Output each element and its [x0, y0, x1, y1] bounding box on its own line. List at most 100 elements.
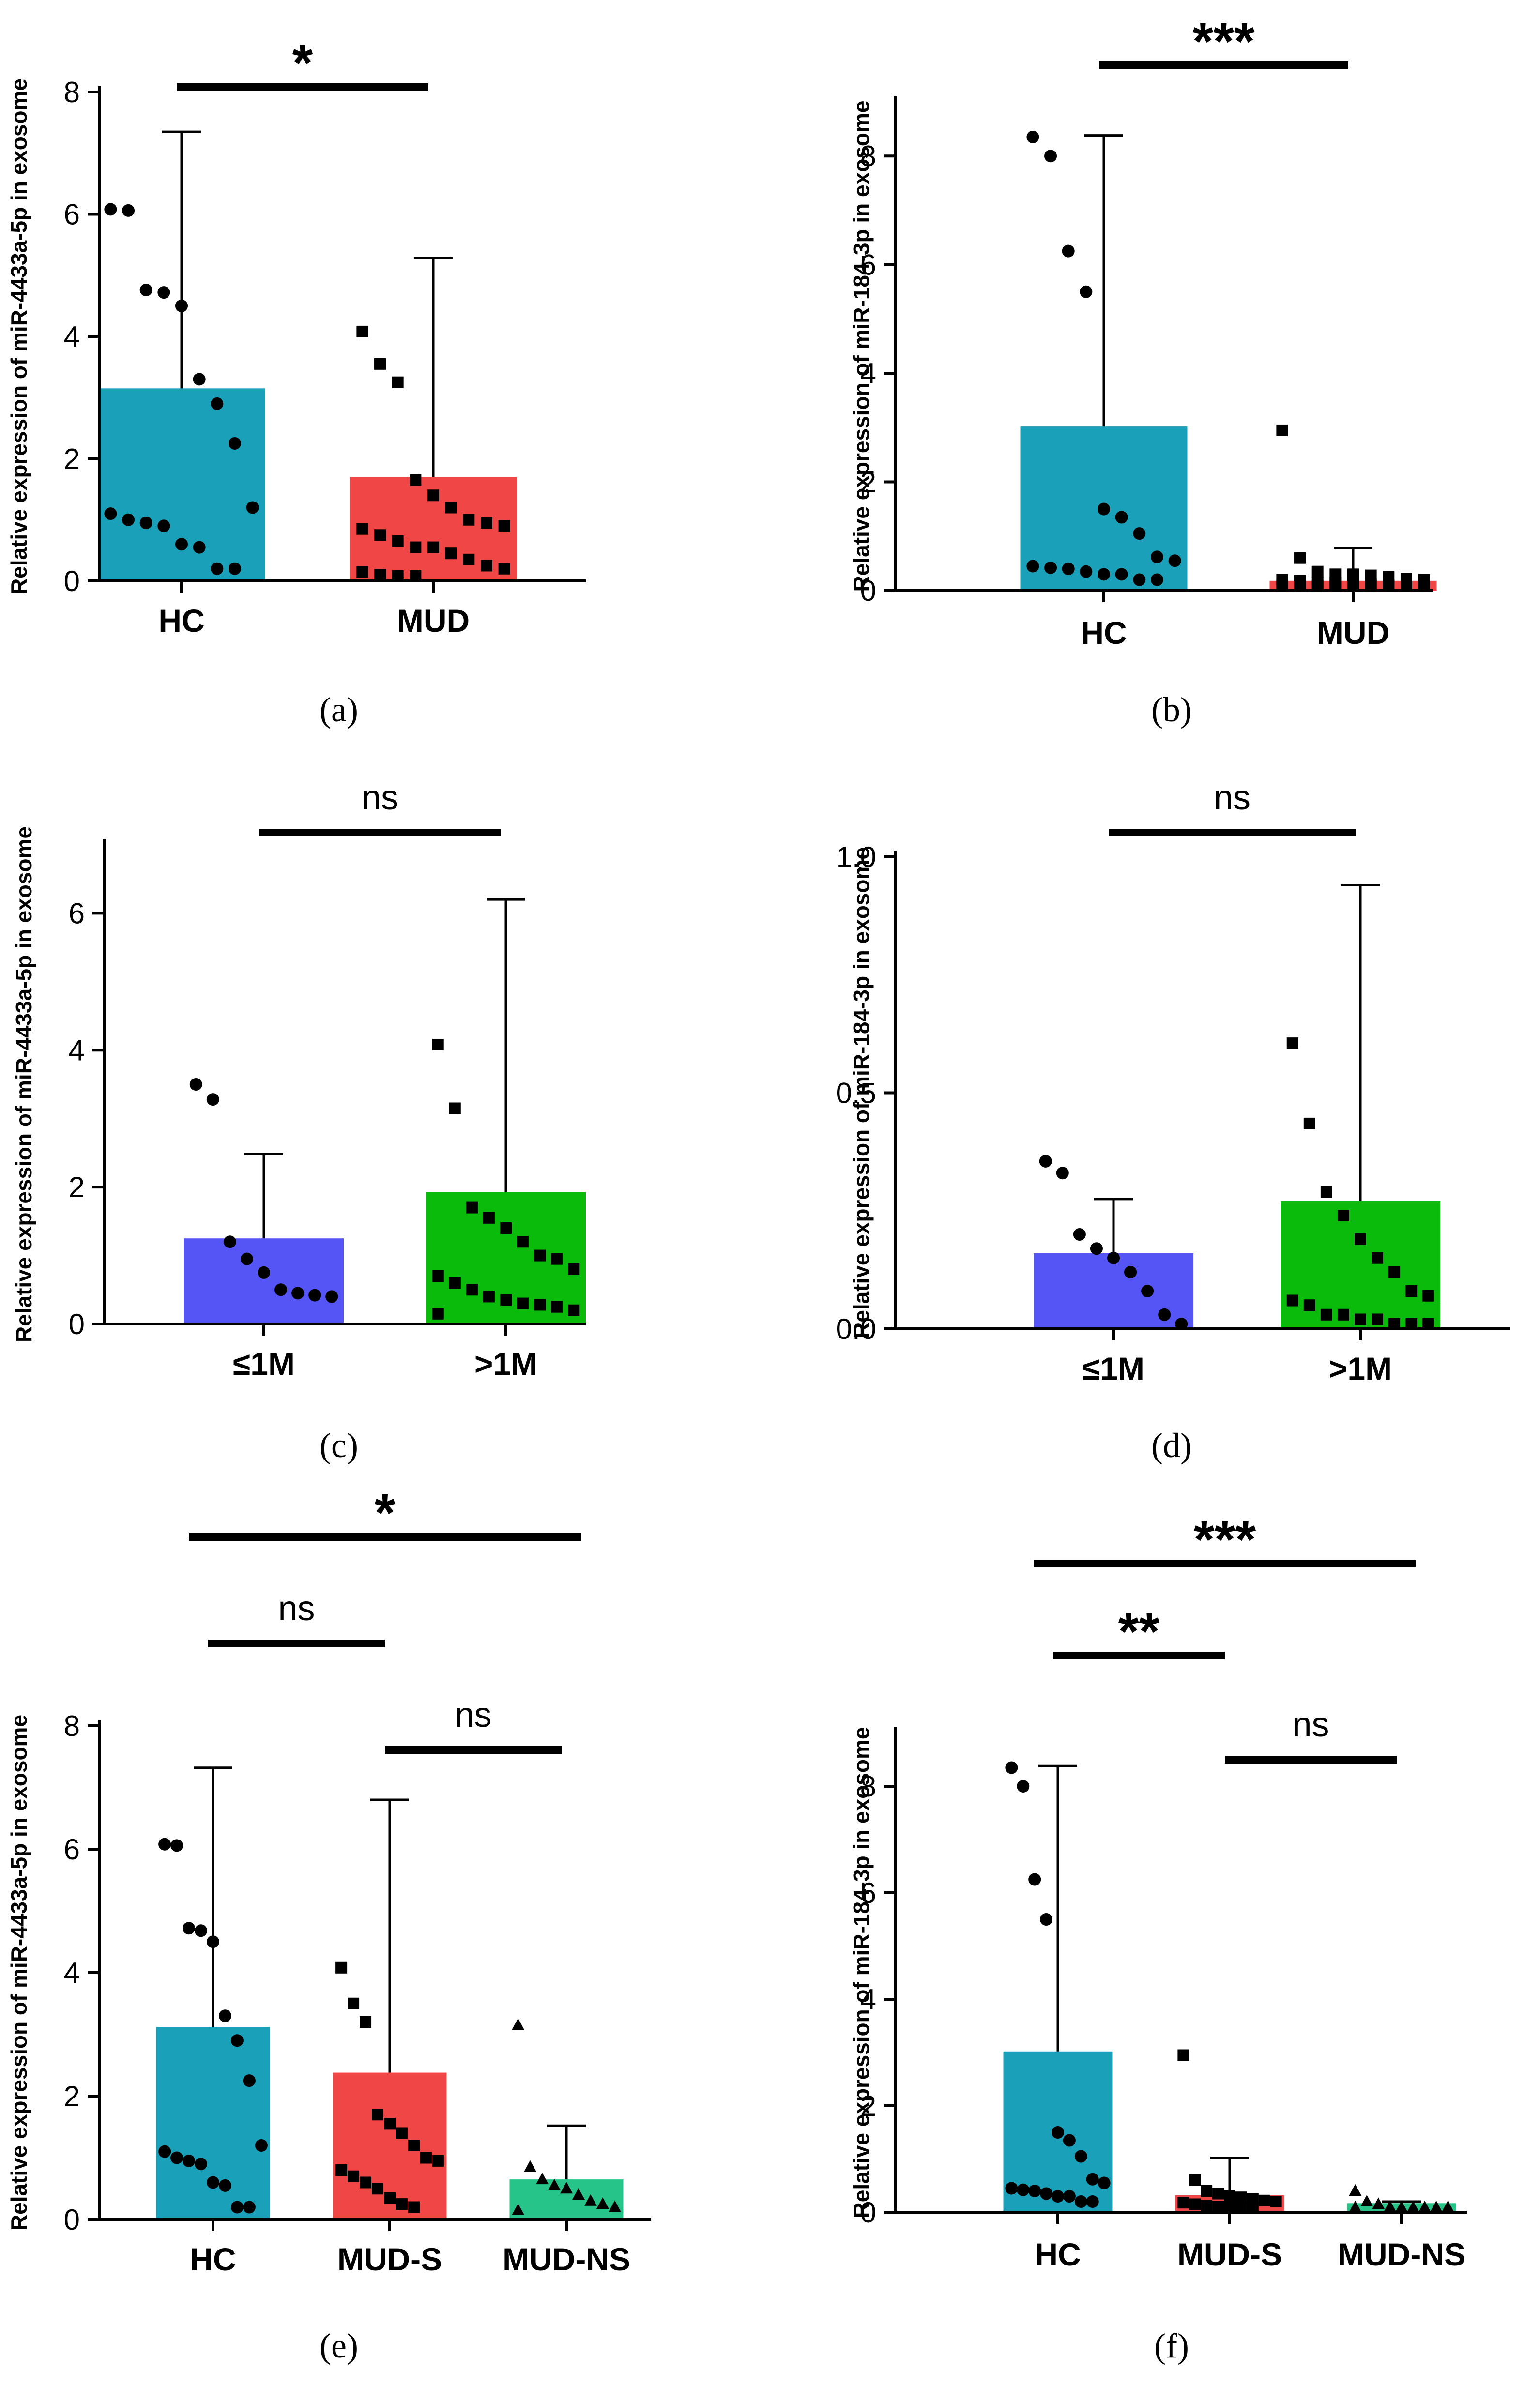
data-point-1-18 — [432, 1308, 444, 1320]
data-point-0-6 — [1074, 2150, 1087, 2163]
y-tick-label-3: 6 — [64, 198, 80, 231]
data-point-1-16 — [480, 560, 492, 572]
data-point-1-1 — [449, 1102, 461, 1114]
data-point-1-12 — [410, 541, 422, 553]
significance-label-0: * — [375, 1483, 396, 1543]
significance-label-1: ** — [1118, 1602, 1160, 1661]
data-point-1-2 — [1311, 565, 1324, 578]
data-point-1-10 — [374, 529, 386, 541]
y-tick-label-0: 0 — [860, 575, 876, 607]
significance-label-1: ns — [278, 1589, 315, 1628]
data-point-1-4 — [1355, 1233, 1366, 1245]
significance-label-0: *** — [1192, 12, 1255, 71]
data-point-1-16 — [551, 1301, 563, 1313]
y-tick-label-1: 2 — [860, 2090, 876, 2122]
data-point-1-0 — [1276, 424, 1288, 436]
data-point-0-12 — [195, 2158, 208, 2171]
data-point-1-15 — [534, 1299, 546, 1311]
data-point-2-0 — [1349, 2184, 1362, 2196]
y-axis-label: Relative expression of miR-184-3p in exo… — [849, 1727, 874, 2219]
data-point-0-13 — [1052, 2190, 1064, 2203]
y-tick-label-3: 6 — [860, 1877, 876, 1909]
data-point-0-14 — [193, 541, 206, 554]
data-point-0-4 — [1107, 1251, 1120, 1264]
y-axis-label: Relative expression of miR-4433a-5p in e… — [6, 78, 31, 594]
y-tick-label-2: 4 — [860, 357, 876, 390]
y-tick-label-2: 4 — [69, 1034, 85, 1066]
data-point-2-1 — [1360, 2195, 1373, 2206]
data-point-1-7 — [1405, 1285, 1418, 1297]
panel-label: (b) — [1151, 690, 1192, 729]
data-point-0-1 — [122, 204, 135, 217]
data-point-0-3 — [240, 1252, 253, 1265]
data-point-1-9 — [356, 523, 368, 535]
category-label-0: ≤1M — [1083, 1351, 1144, 1386]
data-point-1-5 — [517, 1236, 529, 1248]
data-point-0-11 — [183, 2154, 196, 2167]
y-tick-label-1: 2 — [64, 443, 80, 475]
data-point-0-5 — [1115, 511, 1128, 524]
data-point-0-2 — [139, 284, 152, 297]
data-point-1-15 — [463, 553, 475, 565]
data-point-1-0 — [335, 1961, 348, 1974]
data-point-1-2 — [1320, 1186, 1332, 1198]
data-point-0-6 — [1141, 1285, 1154, 1297]
category-label-0: HC — [190, 2241, 236, 2277]
data-point-1-2 — [1201, 2185, 1213, 2197]
data-point-0-1 — [170, 1839, 183, 1852]
data-point-0-7 — [228, 437, 241, 450]
data-point-1-3 — [483, 1212, 495, 1224]
chart-panel-d: Relative expression of miR-184-3p in exo… — [836, 778, 1510, 1465]
data-point-1-8 — [432, 2155, 444, 2167]
data-point-0-1 — [1044, 150, 1057, 163]
data-point-1-1 — [1303, 1117, 1315, 1129]
data-point-1-0 — [432, 1038, 444, 1050]
data-point-2-4 — [1395, 2201, 1408, 2212]
data-point-1-12 — [483, 1291, 495, 1303]
significance-label-0: ns — [1214, 778, 1250, 817]
significance-label-0: *** — [1194, 1510, 1256, 1569]
data-point-0-4 — [1098, 502, 1110, 516]
panel-label: (e) — [320, 2326, 358, 2365]
data-point-0-16 — [1086, 2195, 1099, 2208]
data-point-1-0 — [1286, 1037, 1298, 1049]
data-point-1-9 — [1286, 1294, 1298, 1307]
data-point-0-0 — [104, 203, 117, 216]
y-tick-label-3: 6 — [64, 1833, 80, 1866]
chart-panel-e: Relative expression of miR-4433a-5p in e… — [6, 1483, 651, 2365]
data-point-0-10 — [122, 513, 135, 526]
data-point-1-6 — [463, 514, 475, 526]
data-point-2-4 — [560, 2182, 573, 2194]
y-axis-label: Relative expression of miR-184-3p in exo… — [849, 847, 874, 1338]
data-point-2-3 — [1384, 2200, 1397, 2212]
data-point-1-3 — [372, 2109, 384, 2121]
data-point-0-9 — [158, 2145, 171, 2158]
data-point-1-19 — [374, 569, 386, 581]
data-point-0-4 — [175, 299, 188, 312]
data-point-1-16 — [1400, 579, 1412, 591]
category-label-2: MUD-NS — [1338, 2236, 1465, 2272]
category-label-0: HC — [158, 603, 204, 639]
data-point-1-3 — [1337, 1210, 1349, 1221]
data-point-0-8 — [1168, 554, 1181, 567]
data-point-0-9 — [1026, 560, 1039, 573]
data-point-0-12 — [1040, 2187, 1053, 2200]
data-point-1-8 — [498, 520, 510, 532]
bar-0 — [184, 1238, 344, 1324]
data-point-1-4 — [500, 1222, 512, 1234]
data-point-1-13 — [384, 2192, 396, 2204]
data-point-1-1 — [374, 358, 386, 370]
data-point-0-5 — [1124, 1266, 1137, 1278]
data-point-1-5 — [445, 502, 457, 514]
y-tick-label-0: 0.0 — [836, 1313, 876, 1345]
data-point-0-14 — [218, 2179, 231, 2192]
data-point-1-1 — [1294, 552, 1306, 564]
y-tick-label-2: 1.0 — [836, 841, 876, 873]
data-point-0-4 — [1052, 2126, 1064, 2139]
data-point-2-3 — [548, 2178, 561, 2190]
category-label-0: HC — [1035, 2236, 1081, 2272]
data-point-2-9 — [1349, 2201, 1362, 2212]
data-point-1-4 — [427, 489, 439, 502]
data-point-0-7 — [308, 1289, 321, 1302]
